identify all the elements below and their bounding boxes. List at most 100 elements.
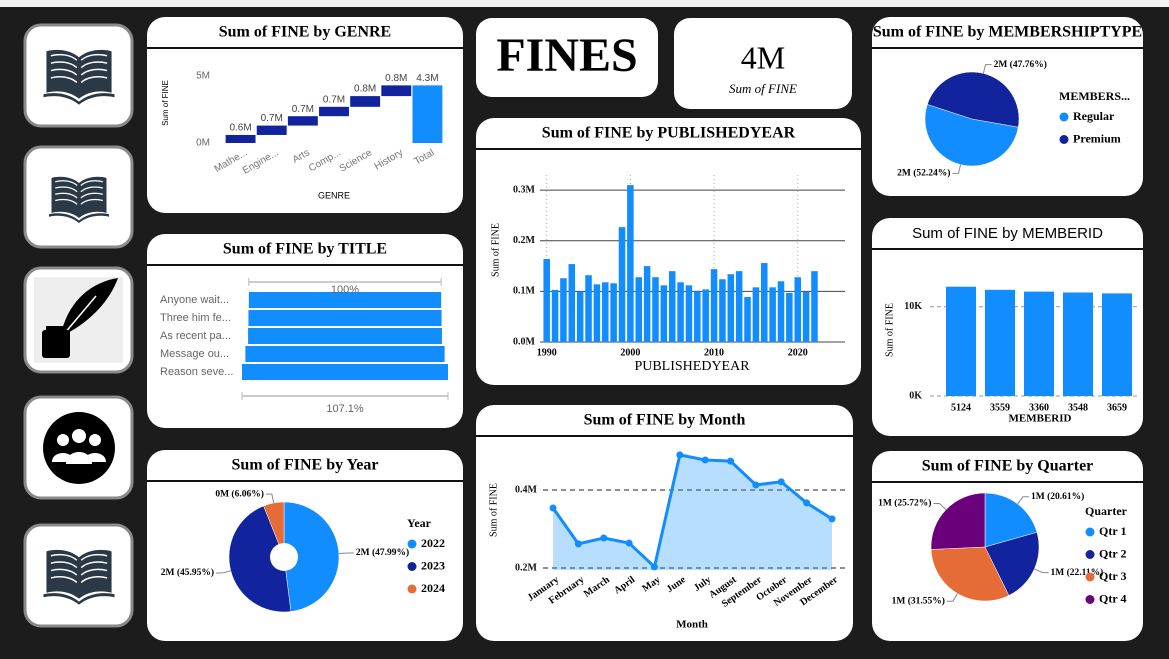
bar [719,279,726,342]
funnel-bar [242,364,448,380]
bar [702,289,709,342]
legend-swatch [1085,572,1095,582]
increase-bar [256,125,287,135]
quill-icon [42,278,118,358]
funnel-bar [248,328,442,344]
point [777,478,785,486]
x-tick-label: 3548 [1068,402,1088,413]
bar [786,292,793,342]
x-tick-label: 2010 [704,347,724,358]
point [701,456,709,464]
point [549,504,557,512]
increase-bar [381,85,412,97]
y-tick-label: 0.4M [515,484,538,495]
point [574,540,582,548]
y-axis-label: Sum of FINE [884,303,895,357]
increase-bar [350,96,381,107]
data-label: 0.7M [292,104,314,115]
funnel-bar [248,292,442,308]
legend-title: MEMBERS... [1059,89,1130,103]
bar [760,263,768,342]
increase-bar [225,134,256,143]
bar [777,281,785,342]
funnel-bar [245,346,445,362]
data-label: 2M (47.76%) [994,59,1047,70]
bar [543,259,550,342]
chart-title: Sum of FINE by TITLE [223,241,387,258]
category-label: Reason seve... [160,366,233,378]
bar [769,287,776,342]
bar [794,277,801,342]
y-axis-label: Sum of FINE [161,80,170,126]
y-axis-label: Sum of FINE [488,483,499,537]
legend-swatch [407,562,417,571]
bar [752,287,760,342]
bar [945,286,977,396]
bar [627,185,634,342]
bar [1101,293,1133,396]
y-tick-label: 0.2M [513,235,536,246]
pie-slice [930,492,986,550]
funnel-bar [248,310,442,326]
bar [677,282,684,342]
leader-line [982,64,992,74]
data-label: 2M (45.95%) [161,567,214,578]
bar [685,285,693,342]
bar [602,282,609,342]
bar [635,277,643,342]
legend-swatch [1059,112,1069,122]
pie-slice [283,501,340,612]
data-label: 0.6M [229,123,251,134]
icon-column [23,23,134,628]
legend-label: Qtr 2 [1099,546,1126,560]
chart-title: Sum of FINE by Year [232,457,379,474]
pie-slice [984,531,1040,596]
pie-slice [927,71,1020,128]
legend-label: Regular [1073,109,1115,123]
bar [660,285,668,342]
funnel-annotation: 107.1% [326,403,364,415]
data-label: 1M (25.72%) [878,498,931,509]
leader-line [338,552,354,555]
x-tick-label: 3559 [990,402,1010,413]
legend-swatch [407,539,417,549]
bar [802,291,810,342]
data-label: 1M (20.61%) [1031,491,1084,502]
category-label: Anyone wait... [160,294,229,306]
kpi-value: 4M [741,39,785,75]
legend-label: Qtr 1 [1099,524,1126,538]
category-label: As recent pa... [160,330,231,342]
data-label: 0.8M [385,73,407,84]
x-axis-label: GENRE [318,190,350,200]
y-tick-label: 0.2M [515,562,538,573]
bar [984,289,1016,396]
pie-slice [263,501,285,558]
x-tick-label: 2000 [620,347,640,358]
data-label: 0.7M [323,94,345,105]
area-fill [553,454,832,570]
data-label: 1M (22.11%) [1051,567,1104,578]
chart-title: Sum of FINE by Quarter [922,458,1094,475]
data-label: 2M (47.99%) [356,547,409,558]
bar [618,227,626,342]
bar [652,277,659,342]
category-label: Message ou... [160,348,229,360]
leader-line [946,593,958,602]
x-tick-label: 2020 [788,347,808,358]
legend-swatch [1085,550,1095,559]
point [676,451,684,459]
ribbon-strip [0,0,1169,7]
x-tick-label: 3659 [1107,402,1127,413]
leader-line [1017,496,1030,505]
bar [735,271,743,342]
pie-slice [924,104,1019,167]
people-icon [43,412,115,484]
legend-label: Qtr 4 [1099,591,1126,605]
bar [593,284,601,342]
dashboard-title: FINES [496,29,637,82]
legend-title: Year [407,516,432,530]
bar [576,291,584,342]
point [752,481,760,489]
